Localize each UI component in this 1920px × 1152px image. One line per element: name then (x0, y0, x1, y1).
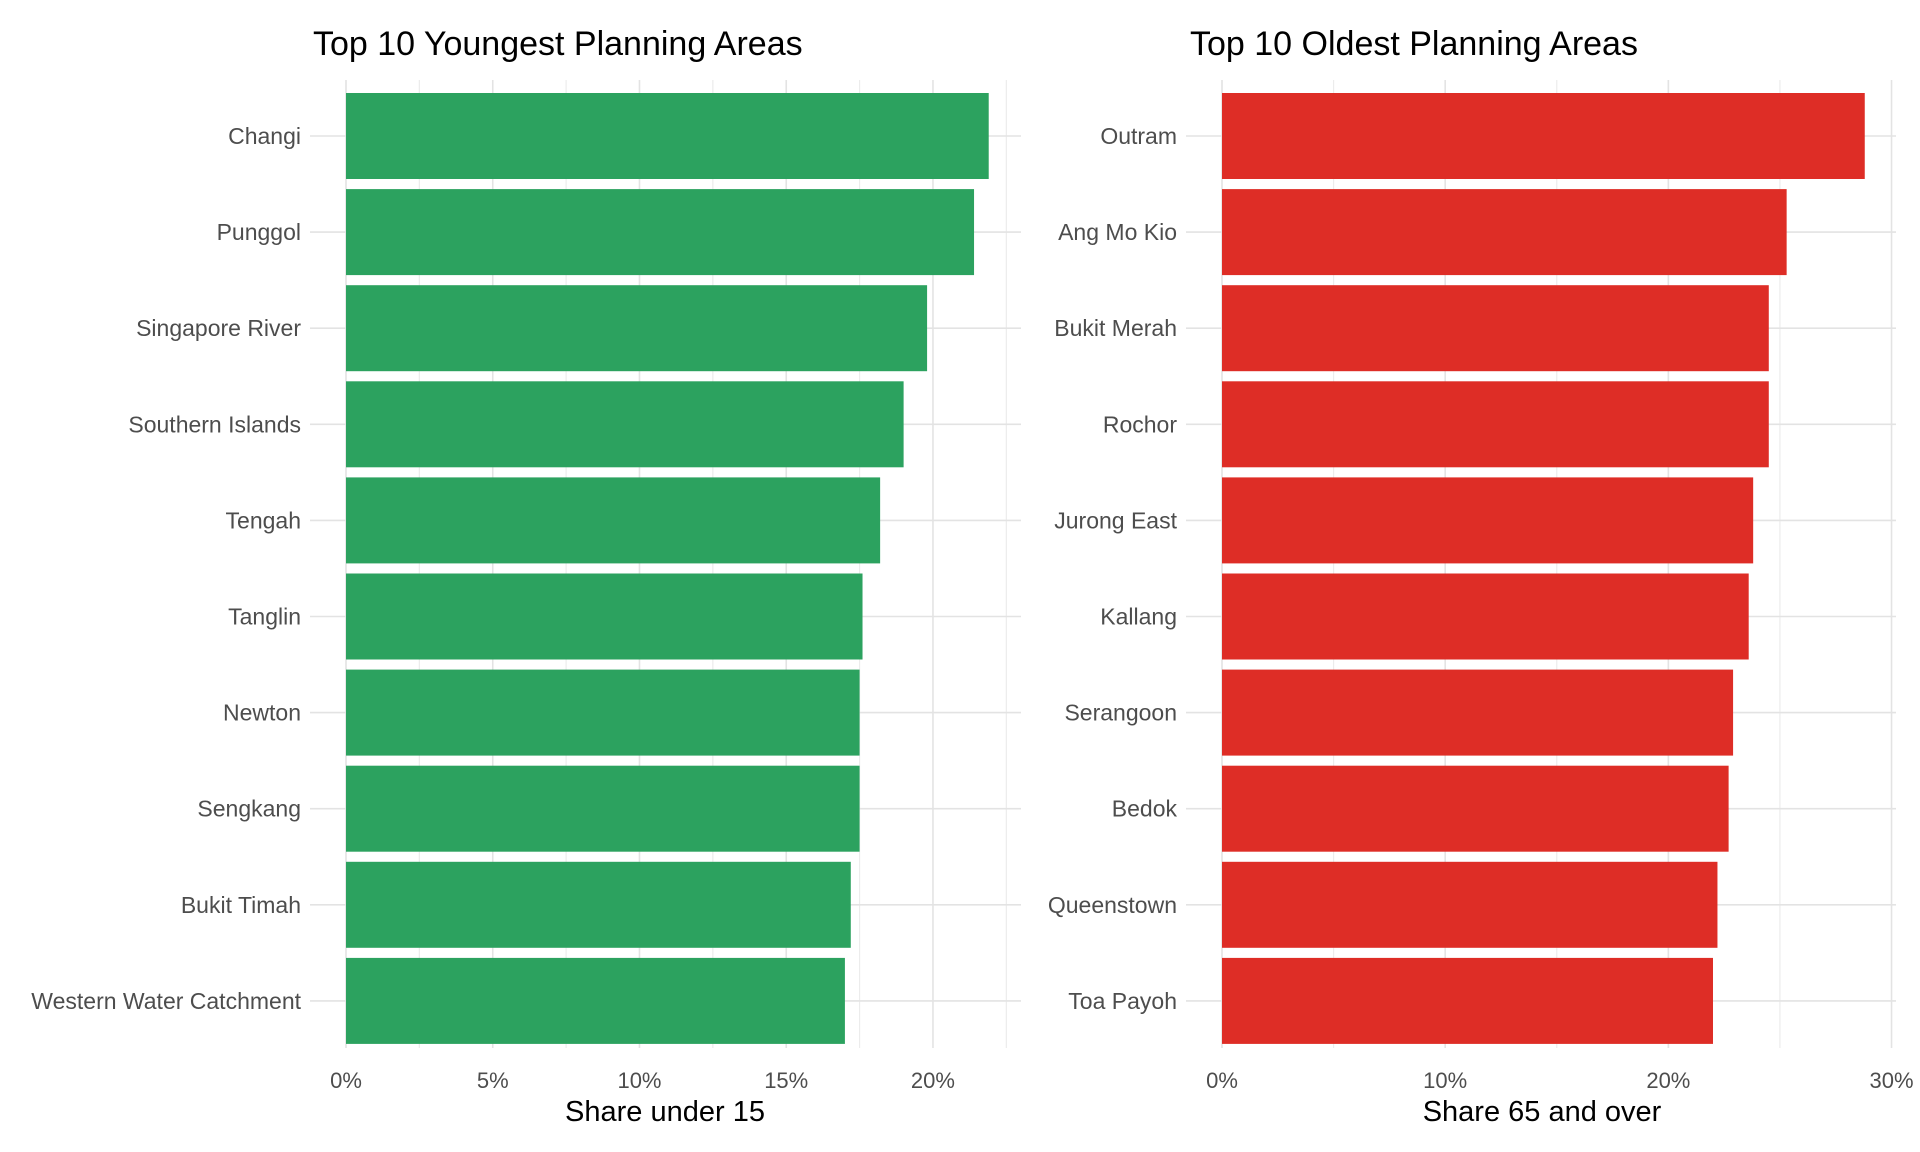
oldest-category-label: Rochor (1103, 411, 1177, 437)
oldest-bar (1222, 957, 1713, 1044)
youngest-bar (346, 189, 975, 276)
oldest-bar (1222, 477, 1754, 564)
youngest-bar (346, 477, 881, 564)
youngest-category-labels: Changi Punggol Singapore River Southern Isl… (31, 123, 301, 1014)
youngest-x-tick-label: 20% (911, 1068, 955, 1093)
youngest-category-label: Bukit Timah (181, 892, 301, 918)
oldest-panel: Top 10 Oldest Planning Areas Outram Ang M… (1048, 25, 1914, 1128)
youngest-category-label: Newton (223, 700, 301, 726)
youngest-category-label: Singapore River (136, 315, 301, 341)
oldest-category-label: Serangoon (1064, 700, 1177, 726)
oldest-category-label: Bedok (1112, 796, 1178, 822)
youngest-chart-title: Top 10 Youngest Planning Areas (313, 25, 803, 63)
oldest-category-label: Kallang (1100, 604, 1177, 630)
youngest-category-label: Southern Islands (128, 411, 301, 437)
youngest-x-tick-label: 0% (330, 1068, 362, 1093)
youngest-category-label: Tanglin (228, 604, 301, 630)
oldest-category-label: Toa Payoh (1068, 988, 1177, 1014)
oldest-bar (1222, 381, 1769, 468)
oldest-bar (1222, 285, 1769, 372)
oldest-x-tick-label: 20% (1646, 1068, 1690, 1093)
youngest-category-label: Punggol (217, 219, 301, 245)
youngest-bar (346, 957, 845, 1044)
youngest-bar (346, 381, 904, 468)
oldest-x-axis-title: Share 65 and over (1423, 1096, 1662, 1128)
oldest-bar (1222, 669, 1734, 756)
oldest-x-tick-label: 30% (1870, 1068, 1914, 1093)
oldest-category-label: Ang Mo Kio (1058, 219, 1177, 245)
youngest-x-axis-title: Share under 15 (565, 1096, 765, 1128)
youngest-bar (346, 573, 863, 660)
oldest-bar (1222, 765, 1729, 852)
youngest-category-label: Sengkang (197, 796, 301, 822)
youngest-bar (346, 861, 851, 948)
youngest-category-label: Changi (228, 123, 301, 149)
youngest-bar (346, 285, 928, 372)
youngest-bar (346, 93, 989, 179)
youngest-x-tick-label: 15% (764, 1068, 808, 1093)
youngest-bar (346, 669, 860, 756)
oldest-chart-title: Top 10 Oldest Planning Areas (1190, 25, 1638, 63)
youngest-x-tick-label: 10% (617, 1068, 661, 1093)
oldest-category-label: Outram (1100, 123, 1177, 149)
oldest-bar (1222, 573, 1749, 660)
youngest-x-tick-label: 5% (477, 1068, 509, 1093)
oldest-bar (1222, 861, 1718, 948)
oldest-bars (1222, 93, 1865, 1044)
oldest-x-tick-label: 10% (1423, 1068, 1467, 1093)
oldest-x-tick-label: 0% (1206, 1068, 1238, 1093)
youngest-bar (346, 765, 860, 852)
oldest-bar (1222, 93, 1865, 179)
oldest-x-tick-labels: 0% 10% 20% 30% (1206, 1068, 1913, 1093)
oldest-category-labels: Outram Ang Mo Kio Bukit Merah Rochor Jurong … (1048, 123, 1178, 1014)
youngest-category-label: Western Water Catchment (31, 988, 301, 1014)
youngest-panel: Top 10 Youngest Planning Areas Changi Pun… (31, 25, 1021, 1128)
oldest-bar (1222, 189, 1787, 276)
oldest-category-label: Bukit Merah (1054, 315, 1177, 341)
oldest-category-label: Jurong East (1054, 507, 1177, 533)
youngest-x-tick-labels: 0% 5% 10% 15% 20% (330, 1068, 955, 1093)
oldest-category-label: Queenstown (1048, 892, 1177, 918)
youngest-category-label: Tengah (226, 507, 301, 533)
youngest-bars (346, 93, 989, 1044)
